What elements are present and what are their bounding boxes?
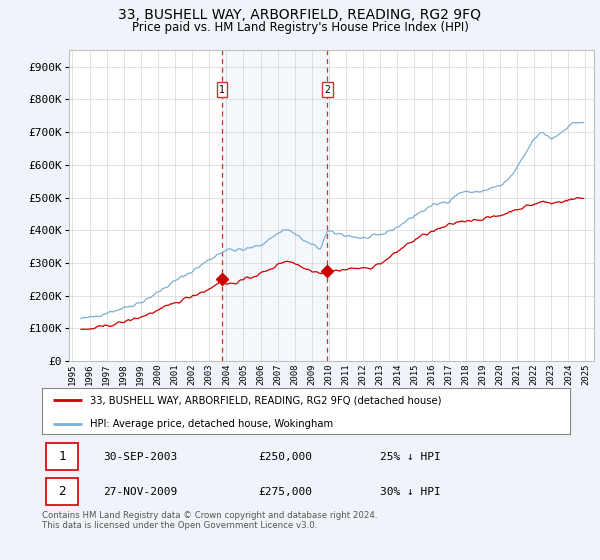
Text: HPI: Average price, detached house, Wokingham: HPI: Average price, detached house, Woki… bbox=[89, 419, 332, 429]
Text: 33, BUSHELL WAY, ARBORFIELD, READING, RG2 9FQ (detached house): 33, BUSHELL WAY, ARBORFIELD, READING, RG… bbox=[89, 395, 441, 405]
Text: 25% ↓ HPI: 25% ↓ HPI bbox=[380, 452, 440, 462]
Text: 27-NOV-2009: 27-NOV-2009 bbox=[103, 487, 177, 497]
Text: £275,000: £275,000 bbox=[259, 487, 313, 497]
Text: 33, BUSHELL WAY, ARBORFIELD, READING, RG2 9FQ: 33, BUSHELL WAY, ARBORFIELD, READING, RG… bbox=[119, 8, 482, 22]
Text: 30% ↓ HPI: 30% ↓ HPI bbox=[380, 487, 440, 497]
Bar bbox=[222, 50, 327, 361]
Text: 1: 1 bbox=[58, 450, 66, 464]
FancyBboxPatch shape bbox=[46, 478, 78, 505]
Text: Price paid vs. HM Land Registry's House Price Index (HPI): Price paid vs. HM Land Registry's House … bbox=[131, 21, 469, 34]
FancyBboxPatch shape bbox=[46, 444, 78, 470]
Text: 2: 2 bbox=[324, 85, 330, 95]
Text: 2: 2 bbox=[58, 485, 66, 498]
Text: Contains HM Land Registry data © Crown copyright and database right 2024.
This d: Contains HM Land Registry data © Crown c… bbox=[42, 511, 377, 530]
Text: £250,000: £250,000 bbox=[259, 452, 313, 462]
Text: 30-SEP-2003: 30-SEP-2003 bbox=[103, 452, 177, 462]
Text: 1: 1 bbox=[219, 85, 225, 95]
